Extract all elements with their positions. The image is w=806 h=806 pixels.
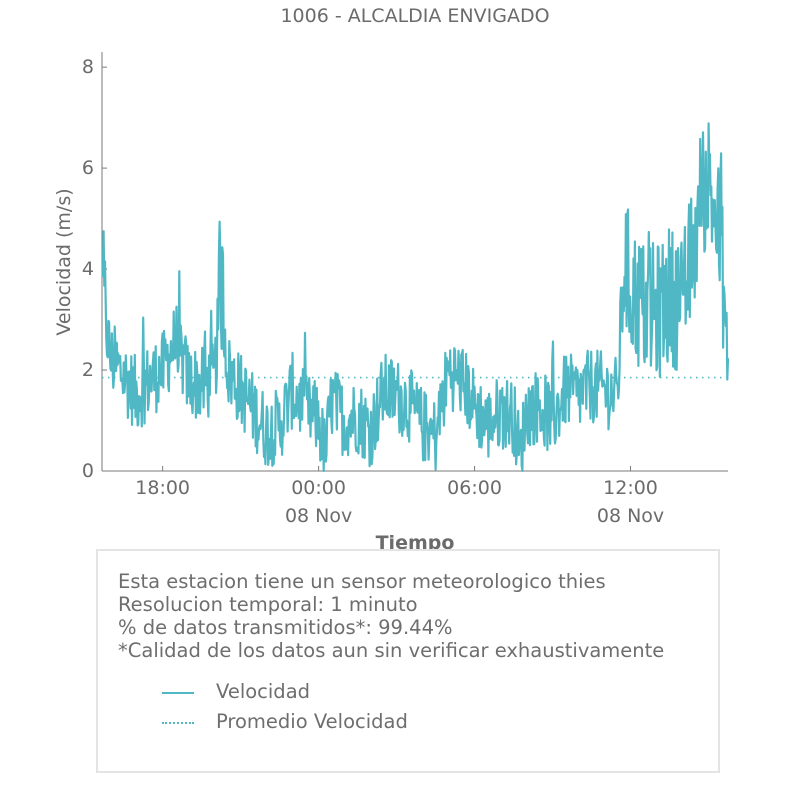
y-axis-label: Velocidad (m/s): [53, 188, 75, 335]
x-tick-label: 18:00: [135, 477, 190, 499]
series-line-velocidad: [101, 122, 730, 473]
y-tick-label: 2: [82, 359, 94, 381]
y-tick-label: 8: [82, 56, 94, 78]
x-tick-sublabel: 08 Nov: [285, 505, 352, 527]
legend-dotted-swatch: [162, 722, 194, 724]
legend-label-velocidad: Velocidad: [216, 680, 311, 703]
x-tick-label: 12:00: [603, 477, 658, 499]
info-sensor-line: Esta estacion tiene un sensor meteorolog…: [118, 570, 606, 593]
legend-label-promedio: Promedio Velocidad: [216, 710, 408, 733]
x-tick-label: 00:00: [291, 477, 346, 499]
y-tick-label: 6: [82, 157, 94, 179]
info-resolution-line: Resolucion temporal: 1 minuto: [118, 593, 418, 616]
y-tick-label: 0: [82, 460, 94, 482]
legend-solid-swatch: [162, 692, 194, 694]
x-tick-label: 06:00: [447, 477, 502, 499]
x-tick-sublabel: 08 Nov: [597, 505, 664, 527]
info-legend-box: Esta estacion tiene un sensor meteorolog…: [96, 549, 720, 773]
info-transmission-line: % de datos transmitidos*: 99.44%: [118, 616, 453, 639]
chart-title: 1006 - ALCALDIA ENVIGADO: [280, 5, 549, 27]
velocity-chart: 1006 - ALCALDIA ENVIGADO Velocidad (m/s)…: [53, 5, 730, 554]
info-quality-line: *Calidad de los datos aun sin verificar …: [118, 639, 665, 662]
y-tick-label: 4: [82, 258, 94, 280]
x-axis-label: Tiempo: [376, 532, 455, 554]
